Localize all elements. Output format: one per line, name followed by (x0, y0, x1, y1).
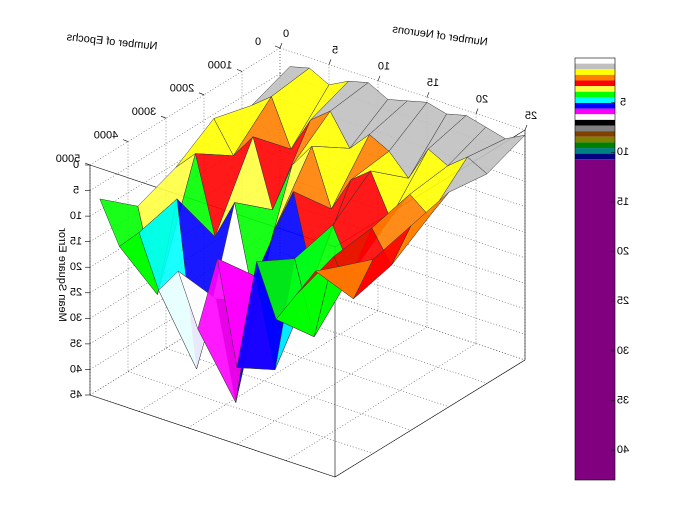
z-tick-label: 20 (70, 261, 82, 273)
z-tick-label: 10 (70, 210, 82, 222)
grid-line (89, 47, 281, 166)
y-tick-label: 3000 (132, 106, 156, 118)
colorbar-tick-label: 40 (617, 444, 629, 456)
tick-mark (274, 45, 281, 49)
z-tick-label: 15 (70, 236, 82, 248)
colorbar-segment (575, 80, 615, 87)
grid-line (127, 371, 374, 454)
tick-mark (475, 108, 479, 114)
y-tick-label: 5000 (56, 153, 80, 165)
z-tick-label: 0 (73, 159, 79, 171)
tick-mark (524, 124, 528, 131)
box-edge (89, 394, 336, 478)
x-tick-label: 15 (427, 77, 439, 89)
tick-mark (160, 115, 167, 119)
colorbar-segment (575, 159, 615, 480)
colorbar-segment (575, 69, 615, 75)
grid-line (165, 347, 412, 431)
colorbar-segment (575, 119, 615, 126)
grid-line (187, 310, 379, 429)
y-tick-label: 0 (255, 36, 261, 48)
surface-face (314, 259, 374, 300)
colorbar-segment (575, 108, 615, 115)
tick-mark (377, 75, 381, 81)
tick-mark (426, 92, 430, 98)
colorbar-segment (575, 136, 615, 143)
x-tick-label: 25 (525, 110, 537, 122)
colorbar-segment (575, 63, 615, 70)
z-tick-label: 5 (73, 184, 79, 196)
z-tick-label: 30 (70, 312, 82, 324)
colorbar-tick-label: 15 (617, 196, 629, 208)
colorbar-segment (575, 114, 615, 120)
x-tick-label: 5 (332, 44, 338, 56)
colorbar-segment (575, 86, 615, 92)
grid-line (279, 47, 526, 131)
colorbar-segment (575, 131, 615, 137)
x-tick-label: 0 (283, 28, 289, 40)
z-tick-label: 40 (70, 363, 82, 375)
colorbar-segment (575, 58, 615, 64)
colorbar-segment (575, 103, 615, 109)
colorbar-segment (575, 142, 615, 149)
grid-line (203, 324, 450, 408)
grid-line (279, 277, 526, 361)
y-tick-label: 2000 (170, 83, 194, 95)
z-tick-label: 35 (70, 338, 82, 350)
tick-mark (122, 139, 129, 142)
tick-mark (279, 42, 283, 49)
colorbar-segment (575, 74, 615, 81)
z-tick-label: 45 (70, 389, 82, 401)
colorbar-tick-label: 30 (617, 345, 629, 357)
x-tick-label: 20 (476, 94, 488, 106)
tick-mark (328, 59, 332, 65)
colorbar-tick-label: 25 (617, 295, 629, 307)
colorbar-tick-label: 10 (617, 146, 629, 158)
colorbar-tick-label: 35 (617, 394, 629, 406)
x-tick-label: 10 (378, 61, 390, 73)
colorbar-segment (575, 153, 615, 160)
colorbar-tick-label: 20 (617, 246, 629, 258)
colorbar-segment (575, 148, 615, 154)
colorbar-segment (575, 125, 615, 132)
box-edge (334, 359, 526, 478)
y-tick-label: 1000 (208, 59, 232, 71)
colorbar-segment (575, 91, 615, 98)
z-tick-label: 25 (70, 287, 82, 299)
colorbar-tick-label: 5 (620, 97, 626, 109)
grid-line (279, 252, 526, 335)
tick-mark (198, 92, 205, 96)
y-tick-label: 4000 (94, 130, 118, 142)
colorbar-segment (575, 97, 615, 104)
grid-line (89, 73, 281, 191)
tick-mark (84, 162, 91, 166)
grid-line (236, 326, 428, 445)
grid-line (285, 343, 477, 461)
tick-mark (236, 69, 243, 72)
z-axis-label: Mean Square Error (56, 228, 68, 322)
grid-line (279, 226, 526, 310)
colorbar-frame (574, 57, 616, 481)
grid-line (241, 301, 488, 384)
